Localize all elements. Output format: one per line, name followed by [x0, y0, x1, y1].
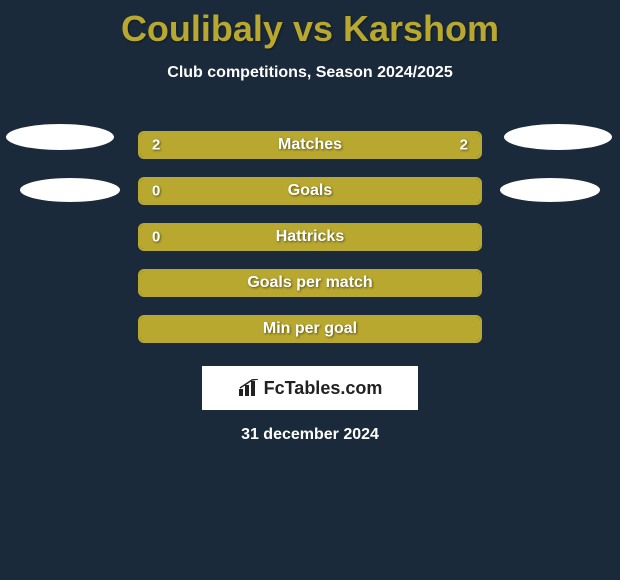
page-title: Coulibaly vs Karshom [0, 0, 620, 50]
value-left: 2 [152, 137, 160, 154]
page-subtitle: Club competitions, Season 2024/2025 [0, 64, 620, 82]
row-hattricks: 0 Hattricks [0, 214, 620, 260]
row-min-per-goal: Min per goal [0, 306, 620, 352]
bar-label: Min per goal [263, 320, 357, 338]
avatar-placeholder [504, 124, 612, 150]
bar-label: Hattricks [276, 228, 344, 246]
avatar-placeholder [6, 124, 114, 150]
bar-hattricks: 0 Hattricks [138, 223, 482, 251]
logo: FcTables.com [238, 378, 383, 399]
bar-min-per-goal: Min per goal [138, 315, 482, 343]
bar-goals: 0 Goals [138, 177, 482, 205]
bar-label: Goals [288, 182, 332, 200]
value-left: 0 [152, 183, 160, 200]
bars-icon [238, 379, 260, 397]
value-right: 2 [460, 137, 468, 154]
avatar-placeholder [500, 178, 600, 202]
value-left: 0 [152, 229, 160, 246]
bar-goals-per-match: Goals per match [138, 269, 482, 297]
bar-label: Matches [278, 136, 342, 154]
row-goals-per-match: Goals per match [0, 260, 620, 306]
logo-box: FcTables.com [202, 366, 418, 410]
date-label: 31 december 2024 [0, 426, 620, 444]
avatar-placeholder [20, 178, 120, 202]
comparison-rows: 2 Matches 2 0 Goals 0 Hattricks Goals pe… [0, 122, 620, 352]
bar-matches: 2 Matches 2 [138, 131, 482, 159]
bar-label: Goals per match [247, 274, 372, 292]
logo-text: FcTables.com [264, 378, 383, 399]
